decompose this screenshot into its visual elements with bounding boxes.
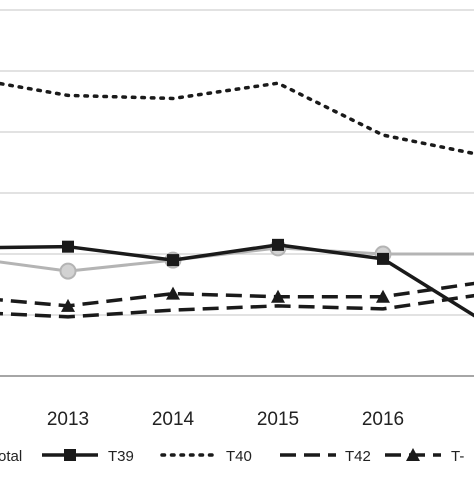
series-line [0,243,474,318]
data-point-triangle [166,286,180,300]
data-point-square [167,254,179,267]
x-tick-label: 2015 [257,409,299,430]
series-t4- [0,281,474,312]
legend-marker-square [64,449,76,461]
x-tick-labels: 20132014201520162 [47,409,404,430]
legend-label: T40 [226,448,252,465]
data-point-triangle [376,289,390,303]
legend-label: T42 [345,448,371,465]
data-point-square [62,240,74,253]
legend-item: T- [385,448,464,465]
legend-item: otal [0,448,22,465]
series-line [0,81,474,156]
series-layer [0,81,474,319]
legend-item: T39 [42,448,134,465]
legend: otal T39 T40 T42 T- [0,448,464,465]
series-line [0,281,474,308]
data-point-circle [59,262,77,280]
x-tick-label: 2014 [152,409,195,430]
legend-label: T39 [108,448,134,465]
series-t40 [0,81,474,156]
x-tick-label: 2016 [362,409,404,430]
x-tick-label: 2013 [47,409,89,430]
series-line [0,293,474,319]
legend-item: T42 [280,448,371,465]
data-point-square [272,238,284,251]
data-point-square [377,252,389,265]
legend-marker-triangle [406,448,420,461]
legend-item: T40 [160,448,252,465]
data-point-triangle [271,289,285,303]
data-point-triangle [61,298,75,312]
series-t42 [0,293,474,319]
series-t39 [0,238,474,318]
legend-label: T- [451,448,464,465]
legend-label: otal [0,448,22,465]
gridlines [0,9,474,316]
